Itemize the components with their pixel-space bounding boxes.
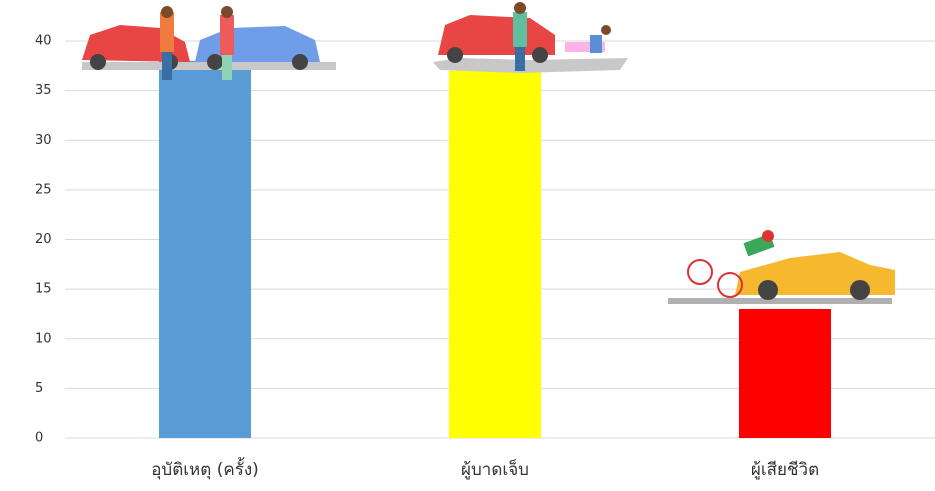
y-tick-label: 10 xyxy=(35,331,52,346)
chart: 0 5 10 15 20 25 30 35 40 อุบัติเหตุ (ครั้ง) ผู้บาด… xyxy=(0,0,935,491)
bar xyxy=(449,71,541,438)
y-tick-label: 35 xyxy=(35,83,52,98)
y-tick-label: 40 xyxy=(35,34,52,49)
x-tick-label: ผู้เสียชีวิต xyxy=(751,460,819,480)
x-tick-label: อุบัติเหตุ (ครั้ง) xyxy=(151,457,259,480)
y-tick-label: 25 xyxy=(35,182,52,197)
x-tick-label: ผู้บาดเจ็บ xyxy=(461,458,529,480)
plot-area: 0 5 10 15 20 25 30 35 40 อุบัติเหตุ (ครั้ง) ผู้บาด… xyxy=(35,34,935,481)
illustration-fatality xyxy=(668,230,895,304)
y-tick-label: 15 xyxy=(35,282,52,297)
y-tick-label: 5 xyxy=(35,381,43,396)
illustration-injury xyxy=(433,2,628,73)
bar xyxy=(739,309,831,438)
bar xyxy=(159,61,251,438)
y-tick-label: 0 xyxy=(35,431,43,446)
y-tick-label: 20 xyxy=(35,232,52,247)
illustration-crash xyxy=(82,6,336,80)
y-tick-label: 30 xyxy=(35,133,52,148)
